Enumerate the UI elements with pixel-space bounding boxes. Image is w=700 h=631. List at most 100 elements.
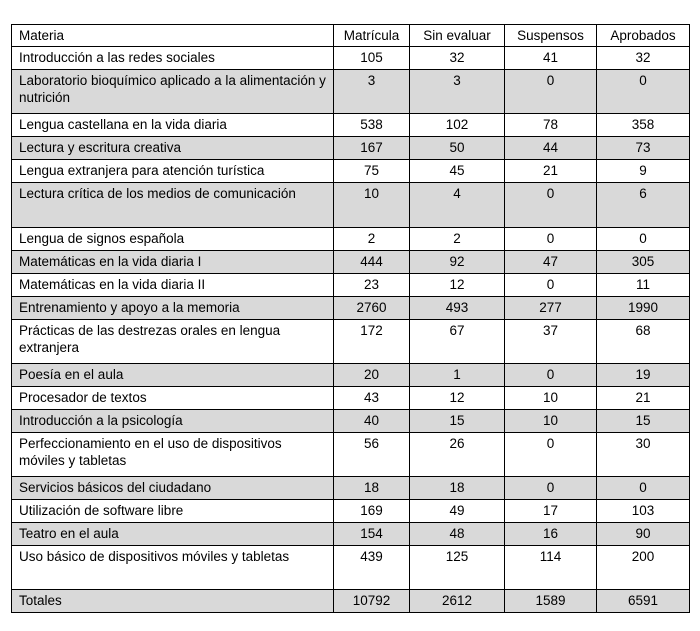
cell-value: 48 <box>409 522 505 546</box>
cell-value: 73 <box>596 136 690 160</box>
cell-value: 21 <box>596 386 690 410</box>
cell-materia: Lengua de signos española <box>11 227 334 251</box>
cell-value: 277 <box>504 296 597 320</box>
cell-value: 200 <box>596 545 690 590</box>
cell-value: 40 <box>333 409 410 433</box>
cell-value: 10 <box>504 386 597 410</box>
cell-materia: Lectura crítica de los medios de comunic… <box>11 182 334 228</box>
table-row: Teatro en el aula 154 48 16 90 <box>11 522 690 546</box>
cell-materia: Procesador de textos <box>11 386 334 410</box>
table-row: Poesía en el aula 20 1 0 19 <box>11 363 690 387</box>
cell-value: 2760 <box>333 296 410 320</box>
cell-value: 154 <box>333 522 410 546</box>
cell-value: 0 <box>504 432 597 477</box>
cell-materia: Laboratorio bioquímico aplicado a la ali… <box>11 69 334 114</box>
cell-value: 0 <box>504 227 597 251</box>
cell-value: 56 <box>333 432 410 477</box>
cell-value: 26 <box>409 432 505 477</box>
cell-value: 92 <box>409 250 505 274</box>
cell-value: 16 <box>504 522 597 546</box>
cell-value: 44 <box>504 136 597 160</box>
cell-value: 102 <box>409 113 505 137</box>
cell-value: 169 <box>333 499 410 523</box>
cell-value: 172 <box>333 319 410 364</box>
table-row: Introducción a las redes sociales 105 32 41… <box>11 46 690 70</box>
cell-value: 0 <box>504 363 597 387</box>
cell-value: 19 <box>596 363 690 387</box>
cell-value: 49 <box>409 499 505 523</box>
table-row: Matemáticas en la vida diaria II 23 12 0 11 <box>11 273 690 297</box>
cell-value: 21 <box>504 159 597 183</box>
cell-value: 15 <box>409 409 505 433</box>
table-row: Perfeccionamiento en el uso de dispositi… <box>11 432 690 477</box>
totals-label: Totales <box>11 589 334 613</box>
cell-value: 18 <box>409 476 505 500</box>
cell-value: 32 <box>409 46 505 70</box>
cell-materia: Utilización de software libre <box>11 499 334 523</box>
cell-value: 444 <box>333 250 410 274</box>
total-value: 1589 <box>504 589 597 613</box>
cell-value: 167 <box>333 136 410 160</box>
table-row: Lengua extranjera para atención turístic… <box>11 159 690 183</box>
cell-value: 78 <box>504 113 597 137</box>
cell-value: 103 <box>596 499 690 523</box>
header-aprobados: Aprobados <box>596 24 690 47</box>
cell-value: 3 <box>333 69 410 114</box>
table-row: Lengua castellana en la vida diaria 538 10… <box>11 113 690 137</box>
table-row: Utilización de software libre 169 49 17 103 <box>11 499 690 523</box>
table-row: Laboratorio bioquímico aplicado a la ali… <box>11 69 690 114</box>
table-row: Lectura crítica de los medios de comunic… <box>11 182 690 228</box>
cell-value: 15 <box>596 409 690 433</box>
cell-value: 0 <box>504 273 597 297</box>
cell-value: 125 <box>409 545 505 590</box>
cell-value: 2 <box>409 227 505 251</box>
table-row: Lectura y escritura creativa 167 50 44 73 <box>11 136 690 160</box>
total-value: 10792 <box>333 589 410 613</box>
cell-materia: Introducción a las redes sociales <box>11 46 334 70</box>
table-row: Lengua de signos española 2 2 0 0 <box>11 227 690 251</box>
header-materia: Materia <box>11 24 334 47</box>
cell-value: 0 <box>596 227 690 251</box>
cell-value: 0 <box>504 69 597 114</box>
data-table-container: Materia Matrícula Sin evaluar Suspensos … <box>11 24 690 613</box>
cell-value: 538 <box>333 113 410 137</box>
table-row: Introducción a la psicología 40 15 10 15 <box>11 409 690 433</box>
cell-value: 10 <box>504 409 597 433</box>
cell-value: 4 <box>409 182 505 228</box>
cell-value: 68 <box>596 319 690 364</box>
cell-value: 1 <box>409 363 505 387</box>
cell-materia: Matemáticas en la vida diaria I <box>11 250 334 274</box>
cell-materia: Servicios básicos del ciudadano <box>11 476 334 500</box>
table-row: Uso básico de dispositivos móviles y tab… <box>11 545 690 590</box>
cell-value: 12 <box>409 273 505 297</box>
cell-value: 17 <box>504 499 597 523</box>
cell-value: 2 <box>333 227 410 251</box>
cell-value: 10 <box>333 182 410 228</box>
cell-value: 18 <box>333 476 410 500</box>
cell-value: 12 <box>409 386 505 410</box>
table-row: Entrenamiento y apoyo a la memoria 2760 49… <box>11 296 690 320</box>
cell-value: 37 <box>504 319 597 364</box>
header-row: Materia Matrícula Sin evaluar Suspensos … <box>11 24 690 47</box>
cell-materia: Uso básico de dispositivos móviles y tab… <box>11 545 334 590</box>
cell-materia: Entrenamiento y apoyo a la memoria <box>11 296 334 320</box>
cell-value: 75 <box>333 159 410 183</box>
cell-value: 358 <box>596 113 690 137</box>
cell-value: 11 <box>596 273 690 297</box>
cell-value: 105 <box>333 46 410 70</box>
cell-value: 0 <box>596 69 690 114</box>
cell-materia: Matemáticas en la vida diaria II <box>11 273 334 297</box>
cell-value: 43 <box>333 386 410 410</box>
totals-row: Totales 10792 2612 1589 6591 <box>11 589 690 613</box>
cell-value: 0 <box>504 476 597 500</box>
cell-materia: Prácticas de las destrezas orales en len… <box>11 319 334 364</box>
cell-value: 47 <box>504 250 597 274</box>
cell-value: 45 <box>409 159 505 183</box>
cell-materia: Teatro en el aula <box>11 522 334 546</box>
cell-value: 3 <box>409 69 505 114</box>
cell-value: 30 <box>596 432 690 477</box>
cell-materia: Introducción a la psicología <box>11 409 334 433</box>
total-value: 6591 <box>596 589 690 613</box>
table-body: Introducción a las redes sociales 105 32 41… <box>11 46 690 613</box>
cell-value: 41 <box>504 46 597 70</box>
